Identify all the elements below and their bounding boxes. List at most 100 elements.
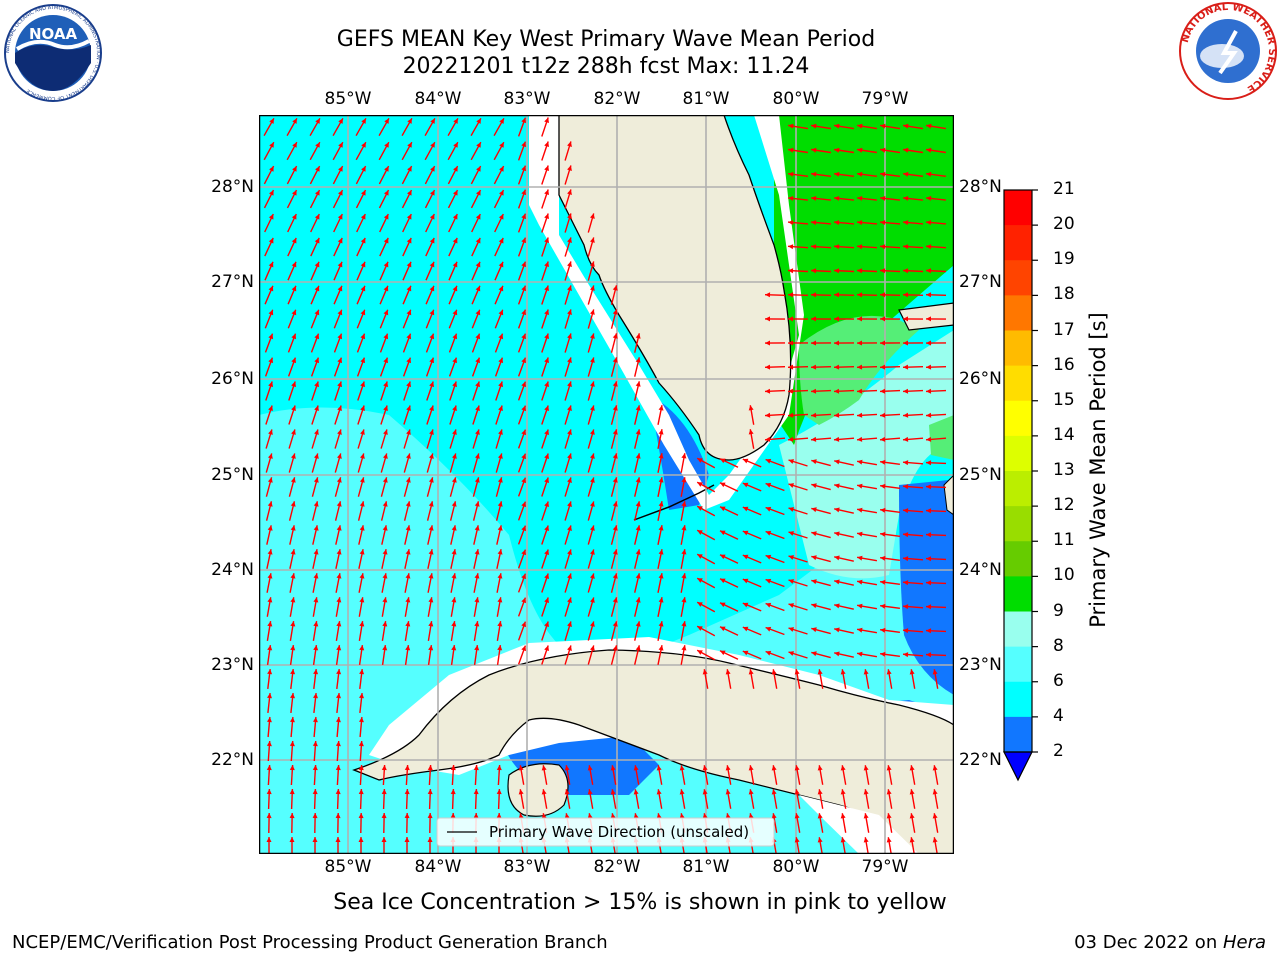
wave-arrow-head	[498, 453, 503, 459]
wave-arrow-head	[336, 597, 342, 603]
wave-arrow-head	[857, 364, 863, 370]
wave-arrow-head	[635, 453, 641, 459]
wave-arrow-head	[453, 190, 458, 196]
wave-arrow-head	[567, 237, 572, 243]
wave-arrow-head	[834, 651, 840, 657]
wave-arrow-head	[382, 621, 388, 627]
wave-arrow-head	[336, 549, 342, 555]
wave-arrow-head	[681, 597, 687, 603]
wave-arrow-head	[811, 364, 817, 370]
wave-arrow-head	[635, 357, 641, 363]
wave-arrow-head	[267, 669, 273, 675]
wave-arrow-head	[863, 765, 869, 771]
wave-arrow-head	[903, 196, 909, 201]
wave-arrow-head	[290, 717, 295, 723]
wave-arrow-head	[903, 147, 909, 153]
footer-credit: NCEP/EMC/Verification Post Processing Pr…	[12, 932, 608, 953]
wave-arrow-head	[794, 837, 800, 843]
wave-arrow-head	[926, 364, 932, 370]
wave-arrow-head	[544, 261, 549, 267]
colorbar-segment	[1004, 716, 1032, 753]
wave-arrow-head	[697, 602, 703, 607]
wave-arrow-head	[544, 333, 549, 339]
wave-arrow-head	[496, 765, 502, 771]
wave-arrow-head	[926, 556, 932, 562]
map-title: GEFS MEAN Key West Primary Wave Mean Per…	[336, 27, 876, 52]
wave-arrow-head	[567, 405, 572, 411]
wave-arrow-head	[590, 357, 595, 363]
wave-arrow-head	[521, 309, 526, 316]
wave-arrow-head	[383, 309, 389, 316]
wave-arrow-head	[926, 508, 932, 514]
wave-arrow-head	[567, 477, 572, 483]
wave-arrow-head	[697, 506, 703, 511]
wave-arrow-head	[312, 741, 318, 747]
wave-arrow-head	[336, 501, 342, 507]
colorbar-label: Primary Wave Mean Period [s]	[1086, 312, 1110, 628]
wave-arrow-head	[382, 477, 388, 483]
wave-arrow-head	[834, 340, 839, 346]
wave-arrow-head	[382, 597, 388, 603]
wave-direction-arrows	[263, 117, 947, 854]
wave-arrow-head	[612, 309, 618, 315]
wave-arrow-head	[291, 333, 297, 340]
wave-arrow-head	[429, 333, 435, 340]
wave-arrow-head	[880, 292, 886, 298]
wave-arrow-head	[590, 597, 595, 603]
wave-arrow-head	[857, 459, 863, 465]
wave-arrow-head	[498, 429, 503, 435]
wave-arrow-head	[337, 453, 342, 459]
wave-arrow-head	[880, 555, 886, 561]
wave-arrow-head	[476, 166, 481, 172]
wave-arrow-head	[544, 117, 549, 123]
wave-arrow-head	[635, 645, 641, 651]
wave-arrow-head	[567, 261, 572, 267]
wave-arrow-head	[497, 597, 503, 603]
wave-arrow-head	[720, 506, 726, 512]
wave-arrow-head	[909, 837, 915, 843]
wave-arrow-head	[788, 268, 794, 274]
wave-arrow-head	[610, 765, 616, 771]
wave-arrow-head	[267, 717, 272, 723]
colorbar-segment	[1004, 190, 1032, 226]
wave-arrow-head	[635, 621, 641, 627]
wave-arrow-head	[428, 501, 434, 507]
wave-arrow-head	[880, 459, 886, 465]
wave-arrow-head	[880, 436, 886, 442]
wave-arrow-head	[290, 597, 296, 603]
wave-arrow-head	[903, 580, 909, 586]
wave-arrow-head	[475, 309, 481, 316]
wave-arrow-head	[518, 813, 524, 819]
wave-arrow-head	[335, 813, 341, 819]
land-isla-juventud	[507, 763, 569, 817]
wave-arrow-head	[748, 405, 754, 411]
wave-arrow-head	[567, 453, 572, 459]
wave-arrow-head	[610, 813, 616, 819]
wave-arrow-head	[544, 357, 549, 363]
wave-arrow-head	[926, 628, 932, 634]
wave-arrow-head	[267, 477, 273, 483]
wave-arrow-head	[656, 765, 662, 771]
wave-arrow-head	[290, 645, 296, 651]
wave-arrow-head	[475, 453, 480, 459]
wave-arrow-head	[590, 525, 595, 531]
wave-arrow-head	[765, 506, 772, 512]
lon-label-bottom: 81°W	[682, 857, 730, 877]
wave-arrow-head	[360, 333, 366, 340]
wave-arrow-head	[926, 484, 932, 490]
wave-arrow-head	[590, 453, 595, 459]
wave-arrow-head	[497, 549, 503, 555]
wave-arrow-head	[428, 549, 434, 555]
wave-arrow-head	[336, 693, 341, 699]
period-band-8-9	[779, 330, 954, 579]
wave-arrow-head	[720, 482, 726, 488]
wave-arrow-head	[590, 645, 595, 651]
wave-arrow-head	[359, 501, 365, 507]
wave-arrow-head	[880, 579, 886, 585]
wave-arrow-head	[406, 309, 412, 316]
wave-arrow-head	[428, 573, 434, 579]
wave-arrow-head	[857, 244, 863, 250]
wave-arrow-head	[681, 477, 687, 483]
wave-arrow-head	[788, 555, 794, 560]
wave-arrow-head	[748, 429, 754, 435]
